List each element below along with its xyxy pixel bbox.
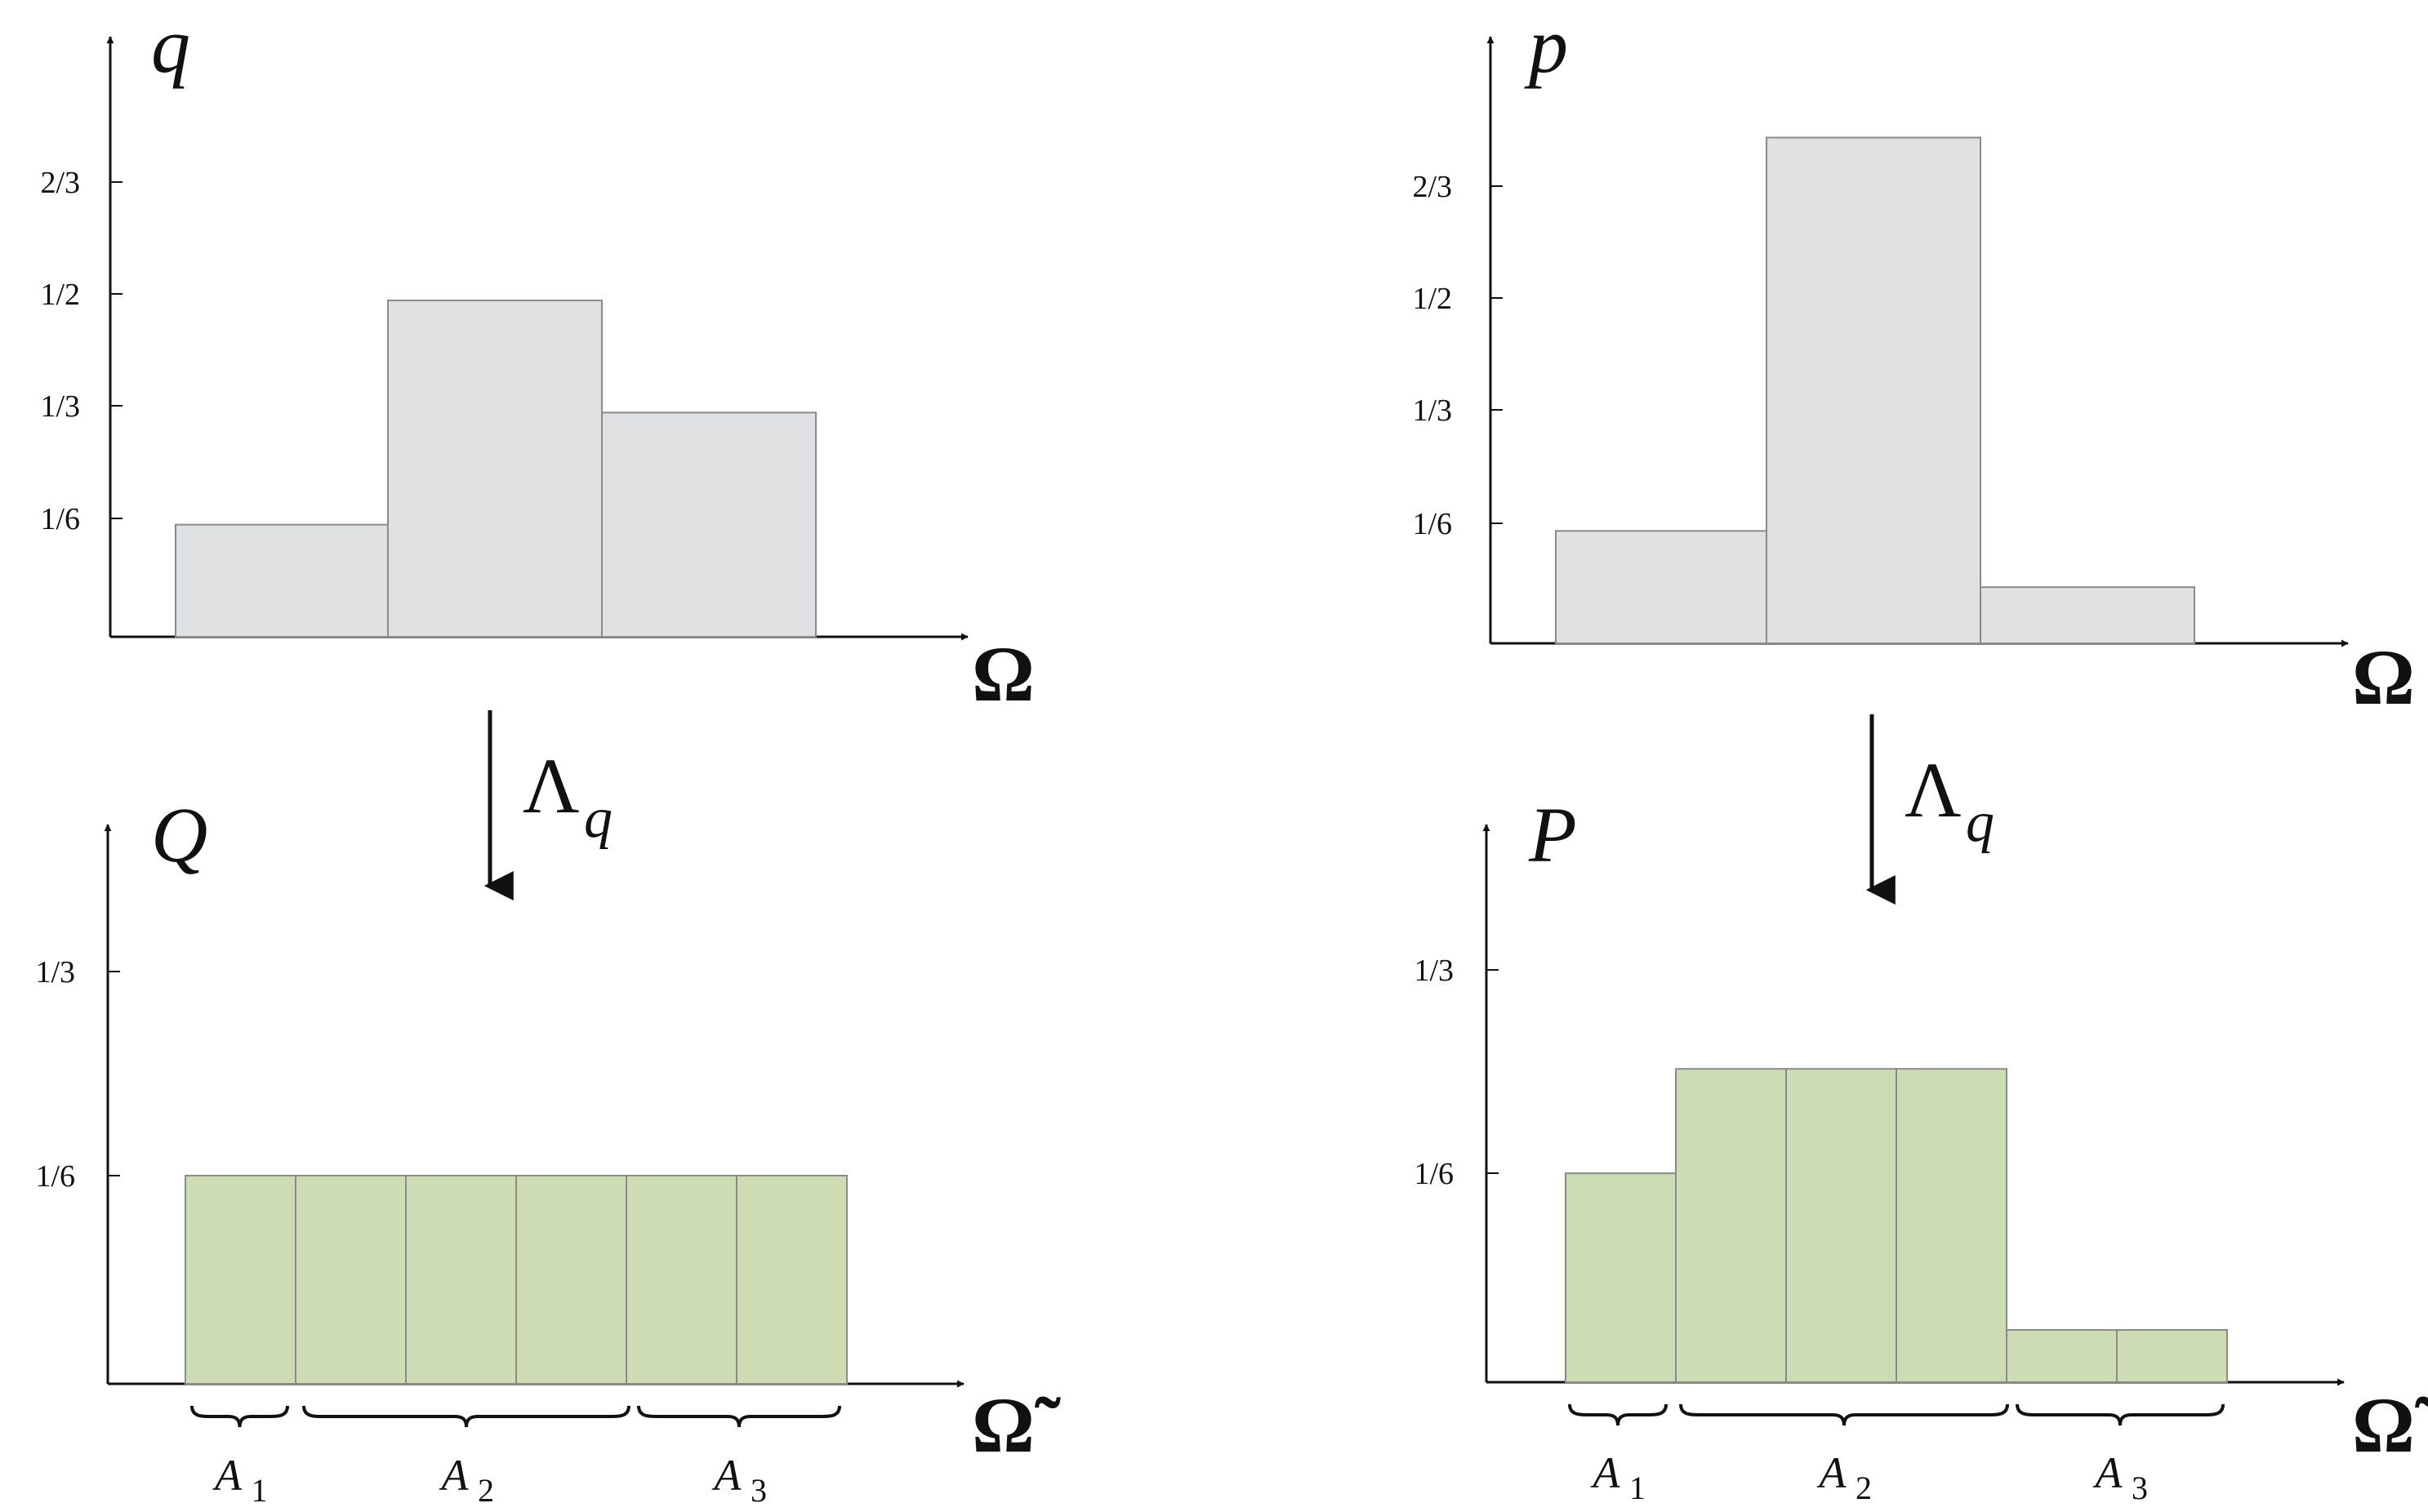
histogram-bar: [2006, 1328, 2118, 1383]
group-label: A: [212, 1451, 243, 1500]
domain-label: Ω: [2352, 634, 2415, 721]
map-symbol: Λ: [1905, 746, 1962, 834]
y-ticks: 1/6 1/3: [1414, 954, 1499, 1191]
histogram-bar: [736, 1174, 848, 1385]
map-subscript: q: [584, 787, 613, 850]
histogram-bar: [405, 1174, 517, 1385]
tick-label-1-3: 1/3: [1412, 394, 1452, 428]
tick-label-1-2: 1/2: [1412, 282, 1452, 316]
y-ticks: 1/6 1/3 1/2 2/3: [40, 166, 123, 536]
group-label-subscript: 1: [1629, 1470, 1646, 1506]
group-label-subscript: 2: [1856, 1470, 1872, 1506]
group-brace: [302, 1405, 630, 1428]
tick-label-1-6: 1/6: [1414, 1157, 1454, 1191]
histogram-bar: [295, 1174, 407, 1385]
histogram-bar: [1565, 1172, 1677, 1383]
domain-label: Ω̃: [2352, 1381, 2428, 1469]
histogram-bars: [175, 300, 817, 638]
group-brace: [1679, 1403, 2009, 1426]
group-label-subscript: 2: [478, 1472, 494, 1509]
histogram-bars: [185, 1174, 848, 1385]
histogram-bar: [2116, 1328, 2228, 1383]
histogram-bar: [185, 1174, 296, 1385]
tick-label-1-3: 1/3: [1414, 954, 1454, 988]
group-brace: [2016, 1403, 2225, 1426]
tick-label-1-2: 1/2: [40, 278, 80, 312]
map-subscript: q: [1966, 791, 1994, 854]
variable-label: P: [1528, 791, 1577, 878]
histogram-bar: [1980, 586, 2195, 645]
map-symbol: Λ: [523, 742, 580, 829]
group-label: A: [2093, 1448, 2123, 1497]
group-label: A: [1817, 1448, 1847, 1497]
domain-label: Ω̃: [972, 1381, 1061, 1469]
group-label-subscript: 1: [252, 1472, 268, 1509]
map-arrow-left: Λ q: [483, 710, 613, 901]
group-label: A: [712, 1451, 742, 1500]
domain-label: Ω: [972, 630, 1035, 718]
tick-label-2-3: 2/3: [1412, 170, 1452, 204]
histogram-bar: [1675, 1068, 1787, 1383]
histogram-bar: [1785, 1068, 1897, 1383]
tick-label-2-3: 2/3: [40, 166, 80, 200]
group-label: A: [1591, 1448, 1621, 1497]
histogram-bar: [387, 300, 603, 638]
tick-label-1-6: 1/6: [35, 1159, 75, 1194]
histogram-bar: [515, 1174, 627, 1385]
histogram-bar: [626, 1174, 737, 1385]
variable-label: p: [1524, 2, 1568, 89]
histogram-bar: [175, 523, 389, 638]
variable-label: q: [151, 2, 190, 89]
histogram-bar: [1896, 1068, 2007, 1383]
group-label-subscript: 3: [2132, 1470, 2148, 1506]
group-label: A: [439, 1451, 470, 1500]
tick-label-1-3: 1/3: [40, 389, 80, 424]
histogram-bars: [1555, 136, 2195, 645]
variable-label: Q: [151, 791, 207, 878]
histogram-bar: [1766, 136, 1981, 644]
histogram-bars: [1565, 1068, 2228, 1383]
group-brace: [190, 1405, 289, 1428]
panel-p: 1/6 1/3 1/2 2/3 p Ω: [1412, 2, 2414, 721]
panel-q: 1/6 1/3 1/2 2/3 q Ω: [40, 2, 1034, 718]
histogram-bar: [1555, 530, 1767, 644]
y-ticks: 1/6 1/3: [35, 955, 120, 1194]
group-label-subscript: 3: [751, 1472, 767, 1509]
histogram-bar: [601, 411, 817, 638]
group-brace: [1568, 1403, 1668, 1426]
tick-label-1-6: 1/6: [40, 502, 80, 536]
tick-label-1-6: 1/6: [1412, 507, 1452, 541]
map-arrow-right: Λ q: [1865, 714, 1994, 905]
group-brace: [637, 1405, 841, 1428]
tick-label-1-3: 1/3: [35, 955, 75, 989]
y-ticks: 1/6 1/3 1/2 2/3: [1412, 170, 1503, 541]
